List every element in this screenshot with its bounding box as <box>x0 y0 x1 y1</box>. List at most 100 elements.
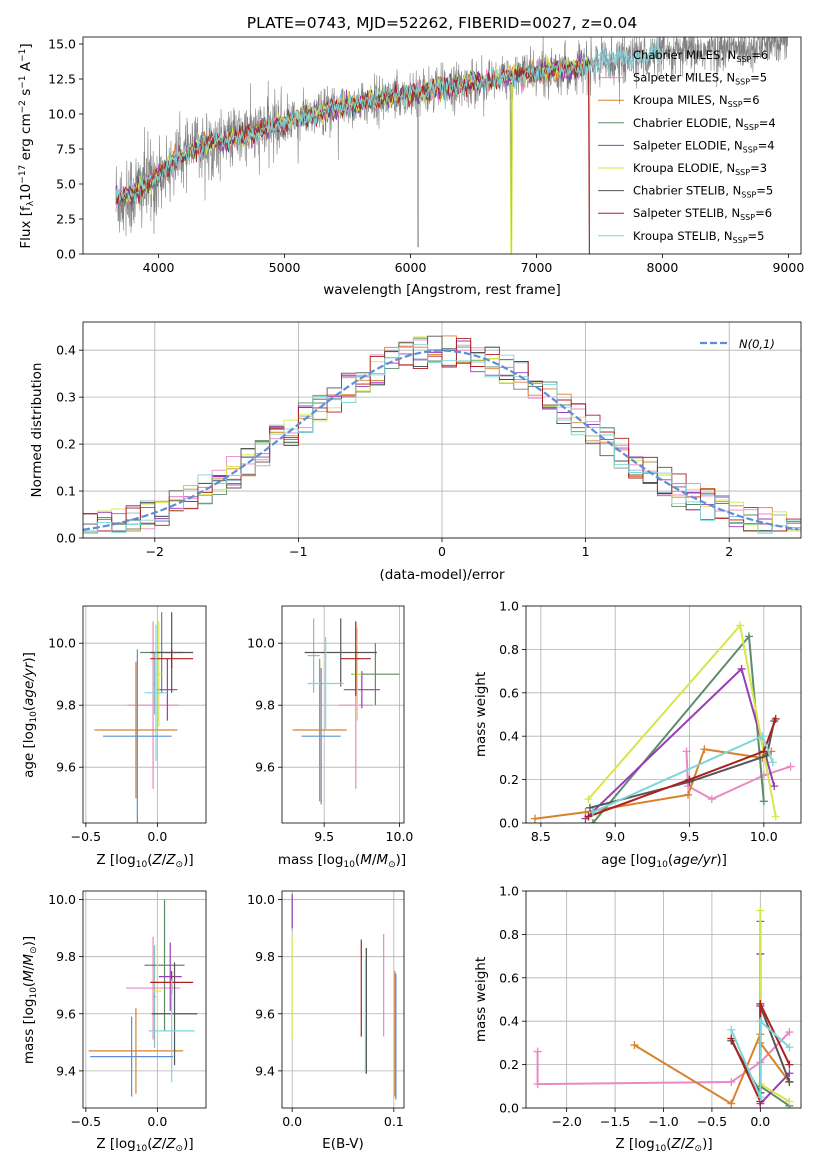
data-point <box>771 714 780 723</box>
y-tick-label: 5.0 <box>56 177 76 192</box>
x-tick-label: 0.0 <box>282 1114 302 1129</box>
x-axis-label: (data-model)/error <box>379 567 505 583</box>
legend-entry: Chabrier MILES, NSSP=6 <box>633 48 768 64</box>
y-tick-label: 9.4 <box>255 1063 275 1078</box>
y-axis-label: mass [log10(M/M⊙)] <box>21 936 39 1064</box>
series-line <box>589 720 776 809</box>
data-point <box>744 632 753 641</box>
series-line <box>592 734 774 814</box>
y-tick-label: 15.0 <box>48 37 76 52</box>
y-tick-label: 9.4 <box>56 1063 76 1078</box>
model-spectrum <box>115 43 663 202</box>
x-axis-label: Z [log10(Z/Z⊙)] <box>96 1136 193 1154</box>
x-tick-label: 6000 <box>395 260 427 275</box>
data-point <box>786 762 795 771</box>
x-tick-label: 8.5 <box>531 829 551 844</box>
grid <box>282 891 404 1108</box>
y-tick-label: 9.8 <box>255 949 275 964</box>
data-point <box>530 814 539 823</box>
y-tick-label: 0.4 <box>499 729 519 744</box>
x-tick-label: 2 <box>725 544 733 559</box>
data-point <box>736 621 745 630</box>
data-point <box>756 1093 765 1102</box>
chart-age-vs-mass: 9.5 10.0 9.6 9.8 10.0 mass [log10(M/M⊙)] <box>247 605 414 870</box>
data-point <box>785 1077 794 1086</box>
grid <box>282 606 404 823</box>
x-tick-label: −0.5 <box>71 1114 101 1129</box>
plot-area <box>88 899 198 1097</box>
plot-area <box>292 618 400 805</box>
x-tick-label: −1.5 <box>600 1114 630 1129</box>
y-tick-label: 12.5 <box>48 72 76 87</box>
x-axis-label: Z [log10(Z/Z⊙)] <box>615 1136 712 1154</box>
y-tick-label: 9.6 <box>255 760 275 775</box>
legend-entry: Chabrier STELIB, NSSP=5 <box>633 184 773 200</box>
grid <box>83 891 206 1108</box>
y-axis-label: Normed distribution <box>29 363 45 498</box>
y-tick-label: 0.6 <box>499 685 519 700</box>
legend-entry: Chabrier ELODIE, NSSP=4 <box>633 116 776 132</box>
x-axis-label: E(B-V) <box>322 1136 364 1152</box>
data-point <box>759 747 768 756</box>
histogram-chabrier-stelib <box>83 335 801 532</box>
data-point <box>759 797 768 806</box>
x-tick-label: 7000 <box>521 260 553 275</box>
y-tick-label: 10.0 <box>48 892 76 907</box>
data-point <box>770 782 779 791</box>
x-tick-label: 10.0 <box>750 829 778 844</box>
chart-mass-vs-ebv: 0.0 0.1 9.4 9.6 9.8 10.0 E(B-V) <box>247 890 405 1152</box>
legend-entry: Salpeter MILES, NSSP=5 <box>633 71 767 87</box>
axes-border <box>82 605 207 824</box>
y-tick-label: 7.5 <box>56 142 76 157</box>
y-tick-label: 0.1 <box>56 484 76 499</box>
legend-entry: Salpeter ELODIE, NSSP=4 <box>633 138 775 154</box>
data-point <box>756 999 765 1008</box>
legend-entry: N(0,1) <box>739 337 775 351</box>
y-tick-label: 10.0 <box>48 636 76 651</box>
y-tick-label: 0.0 <box>499 816 519 831</box>
axes-frame: −2 −1 0 1 2 0.0 0.1 0.2 0.3 0.4 <box>56 321 802 559</box>
y-tick-label: 9.6 <box>255 1006 275 1021</box>
plot-area <box>291 893 397 1100</box>
data-point <box>727 1099 736 1108</box>
data-point <box>700 745 709 754</box>
x-tick-label: 9000 <box>772 260 804 275</box>
axes-frame: 9.5 10.0 9.6 9.8 10.0 <box>247 605 414 844</box>
y-tick-label: 0.0 <box>56 531 76 546</box>
x-tick-label: −1.0 <box>648 1114 678 1129</box>
y-tick-label: 9.8 <box>56 949 76 964</box>
x-tick-label: 0 <box>438 544 446 559</box>
axes-frame: 8.5 9.0 9.5 10.0 0.0 0.2 0.4 0.6 0.8 1.0 <box>499 599 802 844</box>
legend-entry: Kroupa ELODIE, NSSP=3 <box>633 161 767 177</box>
legend-entry: Kroupa MILES, NSSP=6 <box>633 93 760 109</box>
y-tick-label: 1.0 <box>499 599 519 614</box>
data-point <box>771 812 780 821</box>
chart-mass-vs-Z: −0.5 0.0 9.4 9.6 9.8 10.0 Z [log10(Z/Z⊙)] mass … <box>21 890 207 1154</box>
data-point <box>756 906 765 915</box>
chart-age-vs-Z: −0.5 0.0 9.6 9.8 10.0 Z [log10(Z/Z⊙)] age [log… <box>21 605 207 870</box>
plot-area <box>83 335 801 534</box>
x-tick-label: 9.0 <box>605 829 625 844</box>
axes-border <box>525 605 802 824</box>
x-tick-label: 10.0 <box>386 829 414 844</box>
data-point <box>737 664 746 673</box>
chart-weight-vs-Z: −2.0 −1.5 −1.0 −0.5 0.0 0.0 0.2 0.4 0.6 0.8 1.0 mas… <box>473 884 802 1154</box>
y-tick-label: 9.8 <box>56 698 76 713</box>
y-tick-label: 0.3 <box>56 390 76 405</box>
x-tick-label: −0.5 <box>697 1114 727 1129</box>
series-line <box>730 1018 791 1098</box>
axes-border <box>281 605 405 824</box>
data-point <box>630 1041 639 1050</box>
y-axis-label: mass weight <box>473 957 489 1042</box>
data-point <box>584 812 593 821</box>
x-tick-label: −1 <box>289 544 307 559</box>
y-tick-label: 0.2 <box>499 1057 519 1072</box>
normal-curve <box>83 349 799 531</box>
x-axis-label: Z [log10(Z/Z⊙)] <box>96 852 193 870</box>
y-tick-label: 9.8 <box>255 698 275 713</box>
axes-border <box>281 890 405 1109</box>
data-point <box>584 795 593 804</box>
data-point <box>727 1077 736 1086</box>
data-point <box>588 819 597 823</box>
x-tick-label: −0.5 <box>71 829 101 844</box>
